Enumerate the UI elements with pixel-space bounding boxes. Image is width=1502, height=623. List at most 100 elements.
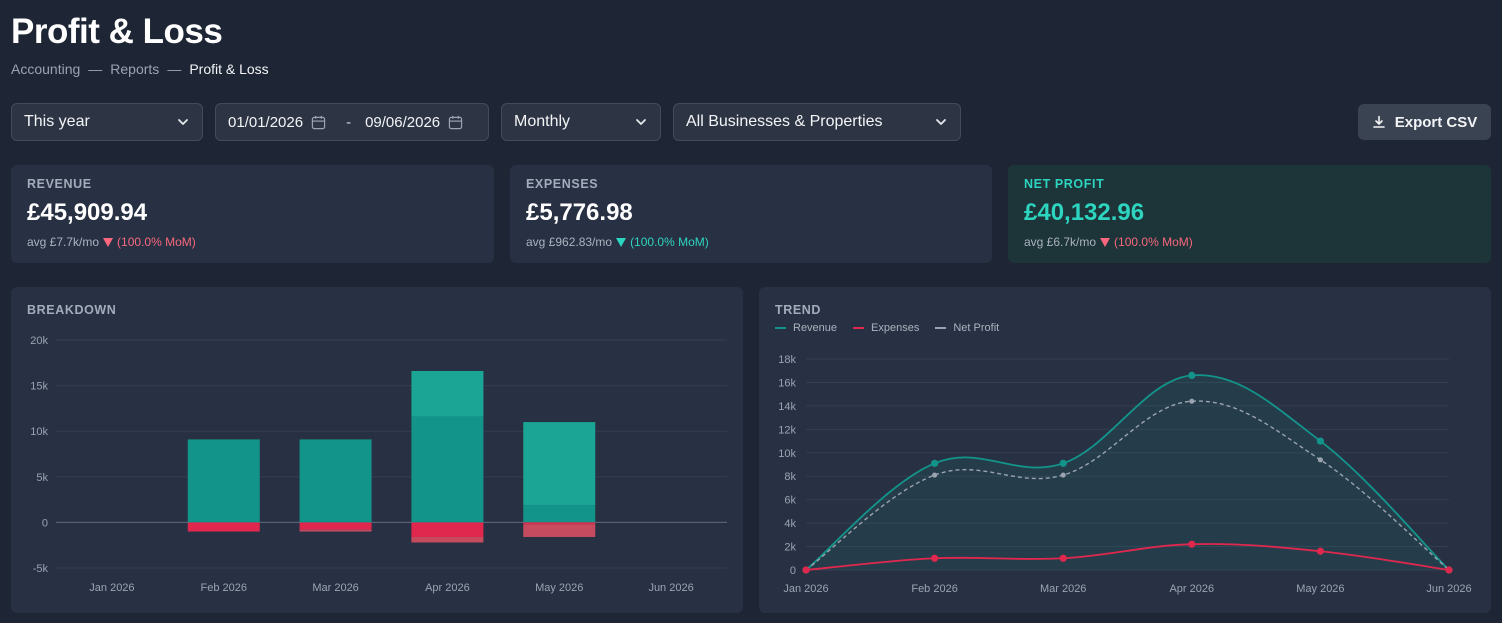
scope-select-value: All Businesses & Properties — [686, 113, 883, 130]
y-tick-label: 6k — [784, 495, 796, 507]
x-tick-label: Mar 2026 — [312, 582, 358, 594]
trend-down-icon — [1100, 238, 1111, 247]
calendar-icon[interactable] — [448, 115, 463, 130]
bar-segment — [299, 522, 372, 530]
point-revenue — [1316, 437, 1324, 445]
page-title: Profit & Loss — [11, 12, 223, 51]
kpi-subtext: avg £6.7k/mo (100.0% MoM) — [1024, 235, 1475, 249]
line-revenue — [805, 374, 1450, 571]
kpi-value: £5,776.98 — [526, 199, 633, 226]
breakdown-chart: -5k 0 5k 10k 15k 20k Jan 2026 Feb 2026 Mar 2026 A… — [30, 335, 727, 594]
breadcrumb-reports[interactable]: Reports — [110, 61, 160, 77]
point-net-profit — [1317, 457, 1323, 463]
breadcrumb-separator: — — [167, 61, 182, 77]
point-expenses — [931, 554, 939, 562]
x-tick-label: Jan 2026 — [89, 582, 134, 594]
bar-segment — [411, 371, 484, 417]
export-csv-label: Export CSV — [1394, 113, 1478, 131]
y-tick-label: 10k — [30, 426, 48, 438]
x-tick-label: Feb 2026 — [201, 582, 247, 594]
bar-segment — [523, 422, 596, 506]
point-expenses — [1445, 566, 1453, 574]
point-expenses — [1059, 554, 1067, 562]
x-tick-label: May 2026 — [535, 582, 583, 594]
y-tick-label: 8k — [784, 471, 796, 483]
period-select-value: This year — [24, 113, 90, 130]
y-tick-label: 18k — [778, 354, 796, 366]
kpi-card-net-profit: NET PROFIT £40,132.96 avg £6.7k/mo (100.… — [1008, 165, 1491, 263]
y-tick-label: -5k — [33, 563, 49, 575]
y-tick-label: 16k — [778, 377, 796, 389]
line-net-profit — [805, 400, 1450, 571]
bar-segment — [187, 439, 260, 523]
breadcrumb: Accounting — Reports — Profit & Loss — [11, 61, 269, 77]
kpi-average: avg £7.7k/mo — [27, 235, 100, 249]
kpi-subtext: avg £7.7k/mo (100.0% MoM) — [27, 235, 478, 249]
x-tick-label: Mar 2026 — [1040, 583, 1086, 595]
bar-segment — [411, 416, 484, 523]
point-net-profit — [932, 472, 938, 478]
point-expenses — [1188, 540, 1196, 548]
point-revenue — [931, 459, 939, 467]
trend-panel: 0 2k 4k 6k 8k 10k 12k 14k 16k 18k Jan 2026 Feb 2026… — [759, 287, 1491, 613]
y-tick-label: 12k — [778, 424, 796, 436]
kpi-card-expenses: EXPENSES £5,776.98 avg £962.83/mo (100.0… — [510, 165, 992, 263]
point-net-profit — [1060, 472, 1066, 478]
kpi-value: £40,132.96 — [1024, 199, 1145, 226]
y-tick-label: 20k — [30, 335, 48, 347]
export-csv-button[interactable]: Export CSV — [1358, 104, 1491, 140]
kpi-value: £45,909.94 — [27, 199, 148, 226]
legend-item-revenue[interactable]: Revenue — [775, 322, 837, 334]
chevron-down-icon — [936, 119, 946, 125]
legend-item-net-profit[interactable]: Net Profit — [935, 322, 999, 334]
period-select[interactable]: This year — [11, 103, 203, 141]
x-tick-label: May 2026 — [1296, 583, 1344, 595]
scope-select[interactable]: All Businesses & Properties — [673, 103, 961, 141]
y-tick-label: 15k — [30, 381, 48, 393]
bar-segment — [411, 536, 484, 543]
y-tick-label: 10k — [778, 448, 796, 460]
legend-item-expenses[interactable]: Expenses — [853, 322, 919, 334]
point-revenue — [1188, 371, 1196, 380]
chevron-down-icon — [636, 119, 646, 125]
y-tick-label: 5k — [36, 472, 48, 484]
area-revenue — [806, 375, 1449, 570]
kpi-label: REVENUE — [27, 177, 92, 191]
granularity-select[interactable]: Monthly — [501, 103, 661, 141]
kpi-mom-change: (100.0% MoM) — [1114, 235, 1193, 249]
point-net-profit — [1189, 398, 1195, 404]
calendar-icon[interactable] — [311, 115, 326, 130]
x-tick-label: Jan 2026 — [783, 583, 828, 595]
breadcrumb-current: Profit & Loss — [189, 61, 269, 77]
trend-chart: 0 2k 4k 6k 8k 10k 12k 14k 16k 18k Jan 2026 Feb 2026… — [778, 354, 1471, 595]
line-expenses — [805, 543, 1450, 571]
x-tick-label: Apr 2026 — [1169, 583, 1214, 595]
kpi-card-revenue: REVENUE £45,909.94 avg £7.7k/mo (100.0% … — [11, 165, 494, 263]
kpi-subtext: avg £962.83/mo (100.0% MoM) — [526, 235, 976, 249]
bar-segment — [299, 439, 372, 523]
y-tick-label: 14k — [778, 401, 796, 413]
x-tick-label: Jun 2026 — [648, 582, 693, 594]
trend-title: TREND — [775, 303, 822, 317]
breakdown-title: BREAKDOWN — [27, 303, 117, 317]
trend-down-icon — [616, 238, 627, 247]
kpi-average: avg £962.83/mo — [526, 235, 613, 249]
x-tick-label: Apr 2026 — [425, 582, 470, 594]
trend-down-icon — [103, 238, 114, 247]
date-range-picker[interactable]: 01/01/2026 - 09/06/2026 — [215, 103, 489, 141]
date-separator: - — [346, 113, 352, 131]
date-to-input[interactable]: 09/06/2026 — [365, 113, 441, 131]
y-tick-label: 4k — [784, 518, 796, 530]
date-from-input[interactable]: 01/01/2026 — [228, 113, 304, 131]
kpi-label: NET PROFIT — [1024, 177, 1105, 191]
point-expenses — [802, 566, 810, 574]
bar-segment — [523, 505, 596, 523]
breadcrumb-separator: — — [88, 61, 103, 77]
bar-segment — [523, 524, 596, 537]
chevron-down-icon — [178, 119, 188, 125]
kpi-average: avg £6.7k/mo — [1024, 235, 1097, 249]
bar-segment — [187, 522, 260, 532]
x-tick-label: Jun 2026 — [1426, 583, 1471, 595]
bar-segment — [523, 522, 596, 525]
breadcrumb-accounting[interactable]: Accounting — [11, 61, 81, 77]
